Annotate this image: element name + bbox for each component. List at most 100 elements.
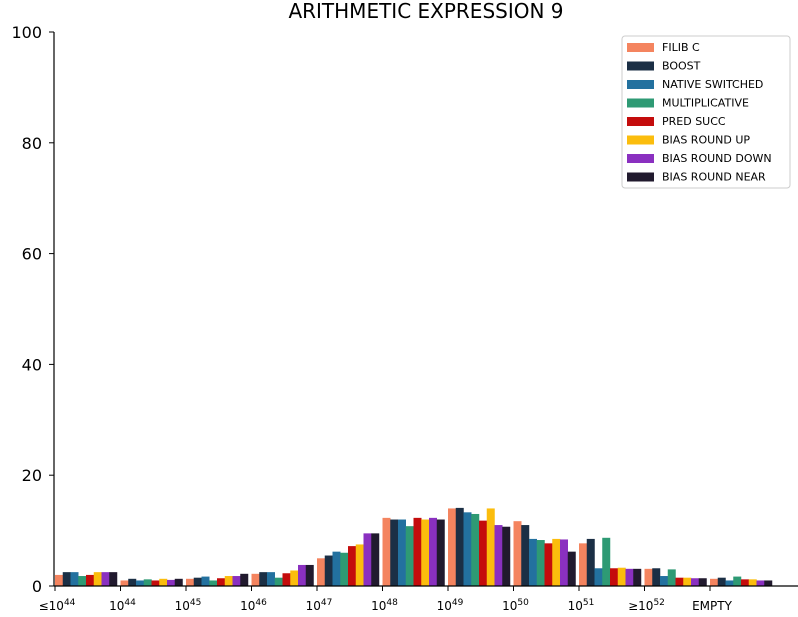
bar-filib-c-6	[448, 508, 456, 586]
bar-native-switched-3	[267, 572, 275, 586]
bar-bias-round-down-3	[298, 564, 306, 586]
bar-native-switched-2	[201, 576, 210, 586]
y-tick-label: 60	[22, 245, 42, 264]
bar-bias-round-down-2	[232, 576, 241, 586]
bar-boost-1	[128, 578, 137, 586]
y-tick-label: 0	[32, 577, 42, 596]
legend-label-bias-round-up: BIAS ROUND UP	[662, 134, 750, 147]
legend-label-multiplicative: MULTIPLICATIVE	[662, 97, 749, 110]
bar-bias-round-down-6	[494, 525, 503, 586]
x-tick-label: ≥1052	[628, 598, 665, 613]
x-tick-label: 1049	[437, 598, 464, 613]
y-tick-label: 100	[11, 23, 42, 42]
bar-filib-c-3	[251, 573, 260, 586]
y-tick-label: 40	[22, 355, 42, 374]
bar-multiplicative-2	[209, 580, 218, 586]
bar-bias-round-up-5	[421, 519, 430, 586]
legend-swatch-bias-round-down	[627, 154, 654, 163]
bar-bias-round-near-0	[109, 572, 118, 586]
bar-bias-round-near-6	[502, 526, 511, 586]
bar-bias-round-up-9	[683, 577, 692, 586]
bar-bias-round-near-7	[567, 551, 576, 586]
legend-swatch-bias-round-near	[627, 172, 654, 182]
bar-pred-succ-7	[544, 543, 553, 586]
legend-swatch-filib-c	[627, 43, 654, 52]
legend-swatch-bias-round-up	[627, 135, 654, 145]
bar-multiplicative-1	[143, 579, 152, 586]
bar-filib-c-0	[55, 574, 63, 586]
legend: FILIB C BOOST NATIVE SWITCHED MULTIPLICATIV…	[621, 35, 791, 189]
bar-pred-succ-2	[217, 578, 225, 586]
bar-boost-7	[521, 525, 530, 586]
legend-label-bias-round-near: BIAS ROUND NEAR	[662, 171, 766, 184]
bar-bias-round-up-6	[486, 508, 495, 586]
bar-bias-round-near-10	[764, 580, 773, 586]
x-tick-label: 1046	[240, 598, 267, 613]
x-tick-label: 1045	[175, 598, 202, 613]
bar-bias-round-near-9	[698, 578, 707, 586]
bar-native-switched-5	[398, 519, 406, 586]
legend-swatch-multiplicative	[627, 98, 654, 108]
bar-pred-succ-1	[151, 580, 160, 586]
bar-filib-c-5	[382, 517, 391, 586]
legend-swatch-pred-succ	[627, 117, 654, 126]
bar-bias-round-down-4	[363, 533, 372, 586]
bar-bias-round-near-2	[240, 573, 249, 586]
bar-bias-round-up-3	[290, 570, 299, 586]
bar-multiplicative-7	[536, 540, 545, 586]
bar-pred-succ-6	[479, 520, 487, 586]
bar-multiplicative-10	[733, 576, 742, 586]
legend-frame	[621, 35, 791, 189]
bar-bias-round-near-4	[371, 533, 380, 586]
bar-native-switched-4	[332, 551, 341, 586]
bar-bias-round-up-10	[748, 579, 757, 586]
bar-native-switched-1	[136, 580, 144, 586]
bar-bias-round-down-7	[560, 539, 568, 586]
bar-boost-9	[652, 568, 661, 586]
bar-multiplicative-0	[78, 576, 87, 586]
bar-bias-round-down-5	[429, 517, 437, 586]
bar-pred-succ-0	[86, 574, 94, 586]
bar-pred-succ-4	[348, 546, 356, 586]
bar-multiplicative-5	[405, 526, 414, 586]
bar-filib-c-10	[710, 578, 718, 586]
legend-swatch-native-switched	[627, 80, 654, 89]
bar-boost-4	[324, 555, 333, 586]
legend-label-filib-c: FILIB C	[662, 41, 700, 54]
x-tick-label: 1047	[306, 598, 333, 613]
bar-filib-c-9	[644, 568, 653, 586]
bar-multiplicative-8	[602, 537, 611, 586]
bar-bias-round-up-0	[93, 572, 102, 586]
bar-boost-6	[455, 507, 464, 586]
x-tick-label: 1044	[109, 598, 136, 613]
bar-bias-round-up-8	[617, 567, 626, 586]
axes-group: 0 20 40 60 80 100 ≤1044 1044 1045 1046 1047 1048 104…	[11, 23, 798, 613]
bar-filib-c-7	[513, 521, 522, 586]
bar-multiplicative-4	[340, 552, 349, 586]
bar-multiplicative-9	[667, 569, 676, 586]
bar-bias-round-near-8	[633, 568, 642, 586]
chart-title: ARITHMETIC EXPRESSION 9	[288, 0, 563, 23]
bar-bias-round-down-9	[691, 578, 699, 586]
legend-label-bias-round-down: BIAS ROUND DOWN	[662, 152, 772, 165]
x-tick-label: EMPTY	[692, 599, 733, 613]
bar-bias-round-near-3	[305, 564, 314, 586]
bar-native-switched-7	[529, 538, 537, 586]
bar-bias-round-up-4	[355, 544, 364, 586]
bar-native-switched-0	[70, 572, 79, 586]
bar-boost-10	[717, 577, 726, 586]
bar-bias-round-up-2	[224, 576, 233, 586]
bar-boost-8	[586, 538, 595, 586]
bar-bias-round-near-5	[436, 519, 445, 586]
legend-swatch-boost	[627, 61, 654, 71]
bar-bias-round-up-1	[159, 578, 168, 586]
bar-boost-3	[259, 572, 268, 586]
bar-filib-c-8	[579, 543, 587, 586]
x-tick-label: 1050	[502, 598, 529, 613]
y-tick-label: 20	[22, 466, 42, 485]
bar-native-switched-8	[594, 568, 603, 586]
x-tick-label: 1048	[371, 598, 398, 613]
bar-native-switched-6	[463, 512, 472, 586]
bar-native-switched-10	[725, 580, 734, 586]
